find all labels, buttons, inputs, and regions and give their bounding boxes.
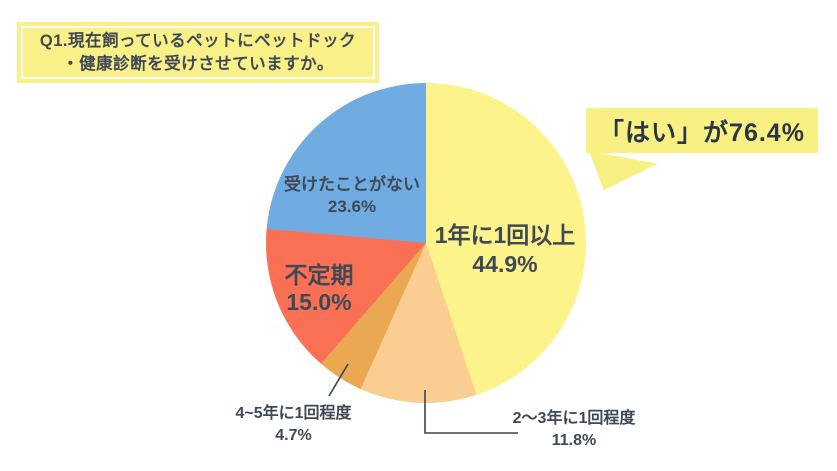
slice-name-never: 受けたことがない <box>284 175 420 194</box>
slice-percent-irregular: 15.0% <box>286 289 352 315</box>
slice-name-irregular: 不定期 <box>284 262 354 288</box>
slice-label-4-5-years: 4~5年に1回程度 4.7% <box>206 403 381 447</box>
question-line-2: ・健康診断を受けさせていますか。 <box>62 54 334 73</box>
callout-bubble: 「はい」が76.4% <box>586 108 818 153</box>
slice-label-never: 受けたことがない 23.6% <box>262 174 442 218</box>
slice-name-annual: 1年に1回以上 <box>434 222 576 248</box>
slice-label-annual: 1年に1回以上 44.9% <box>405 221 605 279</box>
slice-name-4-5-years: 4~5年に1回程度 <box>235 405 352 422</box>
slice-name-2-3-years: 2〜3年に1回程度 <box>512 410 636 427</box>
question-box-inner: Q1.現在飼っているペットにペットドック ・健康診断を受けさせていますか。 <box>21 26 375 79</box>
slice-percent-4-5-years: 4.7% <box>275 427 312 444</box>
slice-label-2-3-years: 2〜3年に1回程度 11.8% <box>484 408 664 452</box>
slice-label-irregular: 不定期 15.0% <box>254 262 384 316</box>
slice-percent-never: 23.6% <box>327 197 377 216</box>
pie-chart <box>266 83 586 403</box>
callout-bubble-tail <box>589 151 658 191</box>
question-box: Q1.現在飼っているペットにペットドック ・健康診断を受けさせていますか。 <box>17 22 379 83</box>
slice-percent-annual: 44.9% <box>472 251 538 277</box>
question-line-1: Q1.現在飼っているペットにペットドック <box>39 31 357 50</box>
callout-text: 「はい」が76.4% <box>599 118 805 147</box>
slice-percent-2-3-years: 11.8% <box>551 432 597 449</box>
